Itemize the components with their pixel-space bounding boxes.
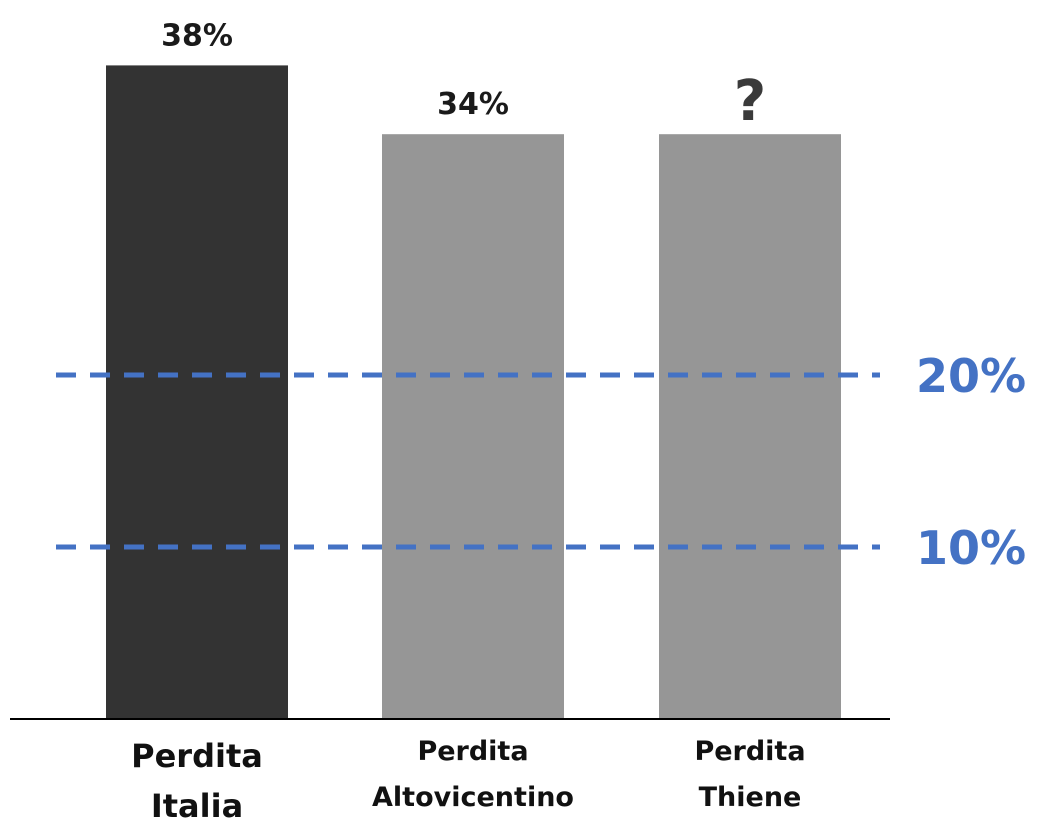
category-label-2: Perdita Altovicentino (372, 736, 574, 813)
category-label-line: Italia (151, 787, 243, 821)
reference-label-20: 20% (916, 349, 1026, 403)
bar-2 (382, 134, 564, 719)
category-label-3: Perdita Thiene (694, 736, 805, 813)
bar-3 (659, 134, 841, 719)
category-label-line: Perdita (417, 736, 528, 767)
category-label-line: Perdita (131, 737, 263, 775)
labels: 20% 10% 38% 34% ? Perdita Italia Perdita Altovic… (131, 18, 1026, 821)
category-label-1: Perdita Italia (131, 737, 263, 821)
bars (56, 65, 880, 719)
category-label-line: Perdita (694, 736, 805, 767)
bar-1 (106, 65, 288, 719)
reference-label-10: 10% (916, 521, 1026, 575)
category-label-line: Thiene (699, 782, 802, 813)
category-label-line: Altovicentino (372, 782, 574, 813)
value-label-1: 38% (161, 18, 233, 53)
value-label-3: ? (734, 69, 766, 134)
value-label-2: 34% (437, 87, 509, 122)
